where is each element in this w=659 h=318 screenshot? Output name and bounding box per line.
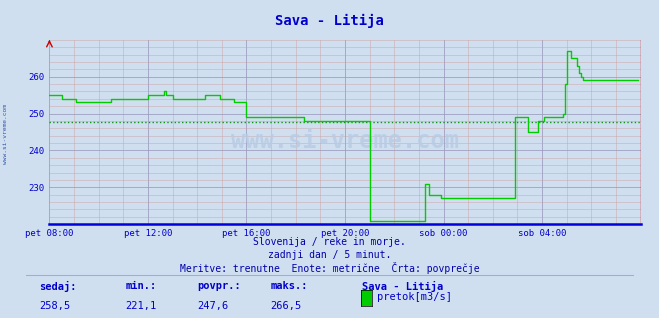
Text: 221,1: 221,1 — [125, 301, 156, 311]
Text: Sava - Litija: Sava - Litija — [275, 14, 384, 29]
Text: pretok[m3/s]: pretok[m3/s] — [377, 292, 452, 302]
Text: www.si-vreme.com: www.si-vreme.com — [3, 104, 8, 163]
Text: 266,5: 266,5 — [270, 301, 301, 311]
Text: maks.:: maks.: — [270, 281, 308, 291]
Text: 258,5: 258,5 — [40, 301, 71, 311]
Text: min.:: min.: — [125, 281, 156, 291]
Text: www.si-vreme.com: www.si-vreme.com — [231, 129, 459, 153]
Text: zadnji dan / 5 minut.: zadnji dan / 5 minut. — [268, 250, 391, 259]
Text: 247,6: 247,6 — [198, 301, 229, 311]
Text: Slovenija / reke in morje.: Slovenija / reke in morje. — [253, 237, 406, 247]
Text: Meritve: trenutne  Enote: metrične  Črta: povprečje: Meritve: trenutne Enote: metrične Črta: … — [180, 262, 479, 274]
Text: povpr.:: povpr.: — [198, 281, 241, 291]
Text: sedaj:: sedaj: — [40, 281, 77, 293]
Text: Sava - Litija: Sava - Litija — [362, 281, 444, 293]
